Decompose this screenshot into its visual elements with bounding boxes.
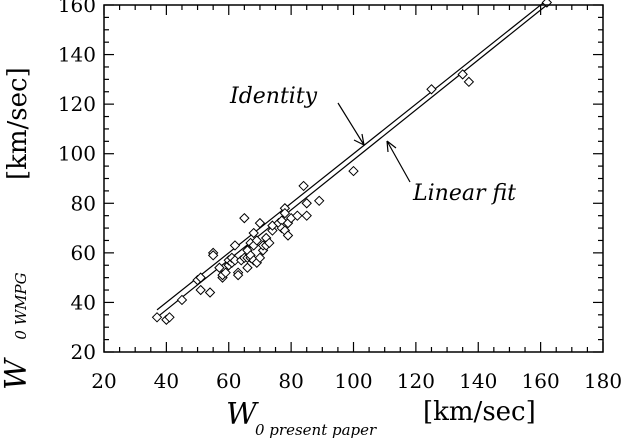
x-tick-label: 140 (459, 369, 497, 393)
data-point (426, 84, 437, 95)
plot-frame (103, 4, 604, 353)
y-axis-subscript: 0 WMPG (12, 272, 30, 339)
svg-text:W 0 WMPG: W 0 WMPG (0, 272, 34, 390)
y-tick-label: 120 (58, 92, 96, 116)
data-point (251, 235, 263, 246)
identity-annotation: Identity (229, 84, 318, 109)
y-tick-label: 160 (58, 0, 96, 17)
data-point (151, 312, 163, 323)
y-tick-label: 40 (71, 290, 96, 314)
data-point (232, 269, 244, 281)
x-tick-label: 100 (334, 369, 372, 393)
tick-labels: 20 40 60 80 100 120 140 160 180 20 40 60 80 100 120 140… (58, 0, 622, 393)
x-axis-symbol: W (226, 397, 259, 432)
x-tick-label: 160 (522, 369, 560, 393)
data-point (298, 180, 309, 192)
data-point (279, 207, 291, 219)
x-tick-label: 180 (584, 369, 622, 393)
data-point (282, 230, 294, 241)
data-point (176, 294, 188, 306)
data-point (254, 217, 266, 229)
data-point (348, 165, 359, 177)
data-point (229, 240, 241, 251)
data-point (207, 250, 219, 261)
data-point (195, 284, 206, 296)
y-axis-unit-text: [km/sec] (3, 67, 33, 180)
data-point (313, 195, 325, 207)
x-tick-label: 40 (154, 369, 179, 393)
x-tick-label: 80 (278, 369, 303, 393)
data-point (204, 287, 216, 298)
data-point (301, 210, 312, 221)
data-point (541, 0, 553, 8)
data-point (254, 252, 266, 264)
data-point (214, 262, 225, 273)
y-tick-label: 80 (71, 191, 96, 215)
data-point (457, 69, 468, 80)
x-tick-label: 120 (397, 369, 435, 393)
data-point (301, 198, 312, 209)
linear-fit-annotation: Linear fit (412, 181, 516, 206)
linear-fit-arrow (386, 140, 411, 183)
data-point (463, 76, 475, 88)
y-tick-label: 140 (58, 43, 96, 67)
identity-arrow (337, 102, 365, 146)
y-tick-label: 20 (71, 340, 96, 364)
y-axis-symbol: W (0, 357, 34, 390)
data-point (195, 272, 206, 283)
y-tick-label: 60 (71, 241, 96, 265)
data-point (264, 237, 275, 249)
plot-content (151, 0, 553, 325)
data-point (248, 227, 259, 239)
data-point (292, 210, 303, 221)
x-tick-label: 20 (91, 369, 116, 393)
x-tick-label: 60 (216, 369, 241, 393)
identity-line (156, 0, 548, 311)
x-axis-unit: [km/sec] (423, 397, 536, 427)
x-axis-subscript: 0 present paper (255, 421, 377, 439)
y-axis-unit: [km/sec] (3, 67, 33, 180)
x-axis-label: W (226, 397, 259, 432)
y-tick-label: 100 (58, 142, 96, 166)
data-point (239, 212, 250, 224)
data-point (220, 267, 231, 278)
data-point (242, 262, 253, 273)
y-axis-label: W 0 WMPG (0, 272, 34, 390)
data-point (164, 312, 175, 323)
linear-fit-line (156, 4, 548, 318)
